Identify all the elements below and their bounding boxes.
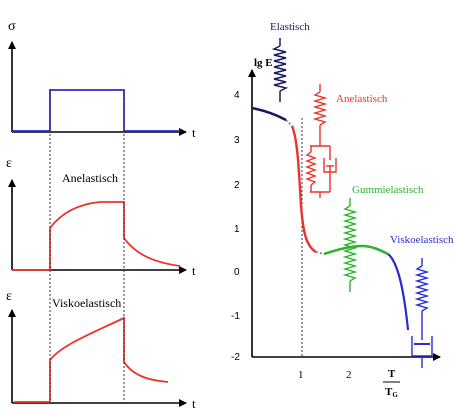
x-axis-label-denominator: TG [385, 386, 398, 399]
viscoelastic-y-symbol: ε [6, 289, 12, 304]
rubber-dotted-segment [315, 251, 325, 255]
x-tick-label: 1 [298, 369, 304, 381]
elastic-spring-icon [271, 38, 289, 102]
stress-y-symbol: σ [8, 19, 16, 34]
x-axis-label: T TG [383, 368, 400, 399]
viscoelastic-title: Viskoelastisch [52, 296, 121, 310]
elastic-curve-segment [251, 106, 287, 122]
modulus-y-axis-label: lg E [254, 57, 273, 69]
rubber-curve-segment [323, 244, 389, 256]
anelastic-curve-segment [290, 125, 317, 254]
y-tick-labels: 4 3 2 1 0 -1 -2 [231, 90, 240, 363]
viscoelastic-strain-curve [14, 316, 169, 403]
stress-x-symbol: t [192, 125, 196, 140]
region-label-viskoelastisch: Viskoelastisch [390, 234, 454, 246]
transition-dotted-segment [285, 119, 293, 127]
x-axis-label-numerator: T [388, 368, 396, 380]
viscoelastic-x-symbol: t [192, 396, 196, 411]
anelastic-strain-panel: ε t Anelastisch [6, 156, 196, 278]
anelastic-x-symbol: t [192, 263, 196, 278]
stress-panel: σ t [8, 19, 196, 140]
y-tick-label: 0 [234, 267, 240, 278]
anelastic-title: Anelastisch [62, 171, 118, 185]
viscoelastic-model-icon [411, 258, 433, 368]
y-tick-label: -1 [231, 311, 240, 322]
stress-pulse [12, 89, 180, 132]
anelastic-model-icon [305, 84, 337, 198]
viscous-curve-segment [387, 253, 410, 331]
anelastic-strain-curve [12, 201, 181, 271]
y-tick-label: 2 [234, 180, 240, 191]
modulus-panel: lg E 4 3 2 1 0 -1 -2 1 2 T TG Elasti [231, 21, 454, 399]
y-tick-label: 3 [234, 135, 240, 146]
anelastic-y-symbol: ε [6, 156, 12, 171]
region-label-gummielastisch: Gummielastisch [352, 184, 424, 196]
x-tick-label: 2 [346, 369, 352, 381]
viscoelastic-strain-panel: ε t Viskoelastisch [6, 289, 196, 411]
region-label-anelastisch: Anelastisch [336, 93, 388, 105]
y-tick-label: 1 [234, 224, 240, 235]
y-tick-label: -2 [231, 352, 240, 363]
region-label-elastisch: Elastisch [270, 21, 310, 33]
rubber-spring-icon [342, 198, 358, 292]
y-tick-label: 4 [234, 90, 240, 101]
